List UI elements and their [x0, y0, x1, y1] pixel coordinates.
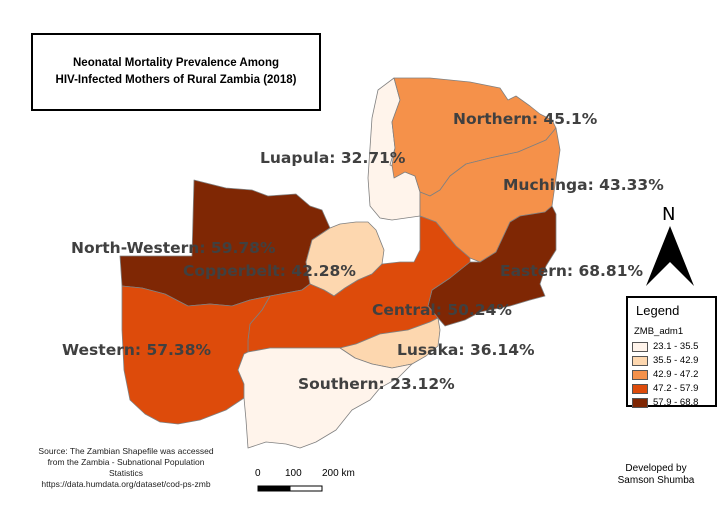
legend-class-range: 47.2 - 57.9 [653, 383, 699, 394]
map-title: Neonatal Mortality Prevalence Among HIV-… [31, 33, 321, 111]
source-line-1: Source: The Zambian Shapefile was access… [38, 446, 214, 456]
source-note: Source: The Zambian Shapefile was access… [2, 446, 250, 490]
label-southern: Southern: 23.12% [298, 375, 455, 393]
province-labels: Northern: 45.1% Luapula: 32.71% Muchinga… [62, 110, 664, 393]
legend-class-range: 42.9 - 47.2 [653, 369, 699, 380]
legend-class-row: 57.9 - 68.8 [632, 396, 711, 409]
legend-class-range: 35.5 - 42.9 [653, 355, 699, 366]
north-arrow: N [646, 204, 694, 286]
title-line-2: HIV-Infected Mothers of Rural Zambia (20… [55, 74, 297, 86]
label-eastern: Eastern: 68.81% [500, 262, 643, 280]
province-eastern[interactable] [427, 205, 557, 327]
north-label: N [662, 204, 675, 225]
scale-tick-100: 100 [285, 468, 302, 479]
credit-line-1: Developed by [625, 463, 687, 474]
legend-title: Legend [636, 303, 680, 318]
label-lusaka: Lusaka: 36.14% [397, 341, 535, 359]
source-line-3: Statistics [108, 468, 143, 478]
title-line-1: Neonatal Mortality Prevalence Among [73, 57, 279, 69]
label-northwestern: North-Western: 59.78% [71, 239, 276, 257]
legend-class-row: 35.5 - 42.9 [632, 354, 711, 367]
label-luapula: Luapula: 32.71% [260, 149, 406, 167]
legend-class-row: 23.1 - 35.5 [632, 340, 711, 353]
label-central: Central: 50.24% [372, 301, 512, 319]
legend-swatch [632, 383, 648, 394]
scale-bar: 0 100 200 km [255, 468, 355, 492]
legend-class-row: 42.9 - 47.2 [632, 368, 711, 381]
author-credit: Developed by Samson Shumba [596, 463, 716, 487]
legend: Legend ZMB_adm1 23.1 - 35.5 35.5 - 42.9 … [626, 296, 717, 409]
legend-swatch [632, 355, 648, 366]
legend-swatch [632, 341, 648, 352]
legend-class-range: 23.1 - 35.5 [653, 341, 699, 352]
legend-class-range: 57.9 - 68.8 [653, 397, 699, 408]
legend-swatch [632, 369, 648, 380]
province-southern[interactable] [237, 347, 413, 449]
scale-tick-200: 200 km [322, 468, 355, 479]
source-line-2: from the Zambia - Subnational Population [47, 457, 205, 467]
legend-swatch [632, 397, 648, 408]
label-western: Western: 57.38% [62, 341, 212, 359]
label-copperbelt: Copperbelt: 42.28% [183, 262, 356, 280]
label-northern: Northern: 45.1% [453, 110, 598, 128]
source-line-4: https://data.humdata.org/dataset/cod-ps-… [41, 479, 211, 489]
legend-layer-name: ZMB_adm1 [634, 326, 684, 337]
legend-class-row: 47.2 - 57.9 [632, 382, 711, 395]
label-muchinga: Muchinga: 43.33% [503, 176, 664, 194]
north-arrow-icon [646, 226, 694, 286]
scale-tick-0: 0 [255, 468, 261, 479]
credit-line-2: Samson Shumba [617, 475, 695, 486]
